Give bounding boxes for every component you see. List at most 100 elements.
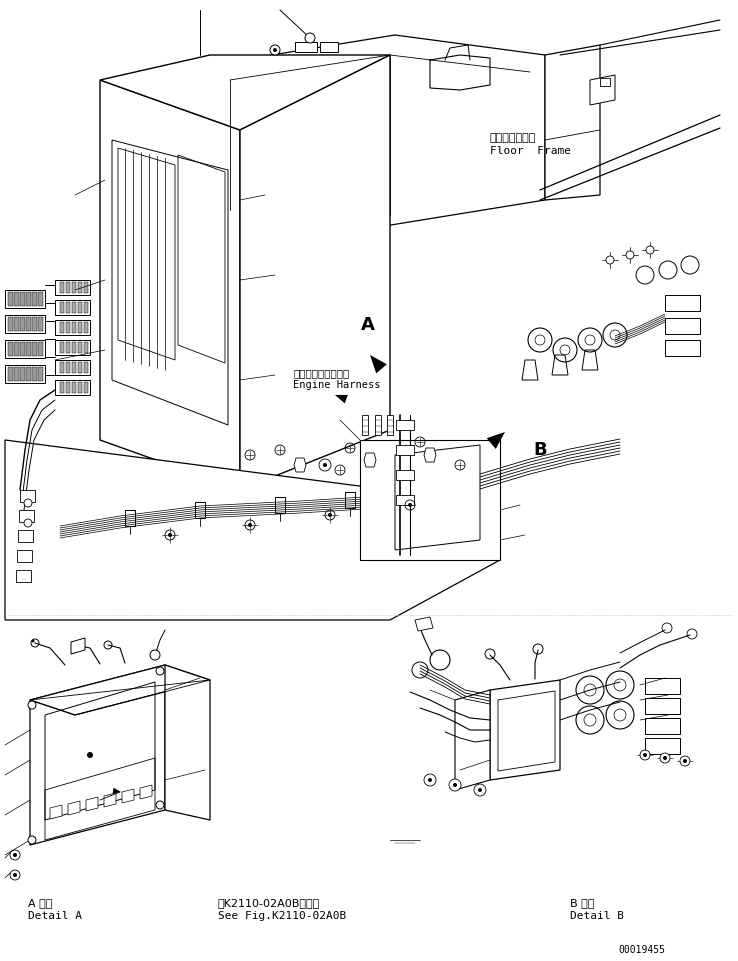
Polygon shape	[19, 510, 34, 522]
Bar	[72, 322, 76, 333]
Bar	[66, 342, 70, 353]
Bar	[320, 42, 338, 52]
Circle shape	[328, 513, 332, 517]
Polygon shape	[455, 690, 490, 790]
Bar	[84, 362, 88, 373]
Polygon shape	[122, 789, 134, 803]
Bar	[26, 342, 31, 356]
Bar	[72, 302, 76, 313]
Bar	[8, 367, 13, 381]
Polygon shape	[522, 360, 538, 380]
Bar	[8, 342, 13, 356]
Text: B 詳細: B 詳細	[570, 898, 594, 908]
Bar	[60, 342, 64, 353]
Polygon shape	[113, 788, 121, 794]
Polygon shape	[665, 295, 700, 311]
Bar	[78, 342, 82, 353]
Polygon shape	[335, 395, 348, 404]
Circle shape	[663, 756, 667, 760]
Polygon shape	[665, 340, 700, 356]
Polygon shape	[16, 570, 31, 582]
Circle shape	[323, 463, 327, 467]
Bar	[14, 292, 19, 306]
Bar	[26, 367, 31, 381]
Text: A 詳細: A 詳細	[28, 898, 52, 908]
Polygon shape	[645, 698, 680, 714]
Polygon shape	[360, 440, 500, 560]
Polygon shape	[396, 495, 414, 505]
Bar	[78, 282, 82, 293]
Bar	[66, 322, 70, 333]
Circle shape	[449, 779, 461, 791]
Bar	[14, 317, 19, 331]
Bar	[60, 302, 64, 313]
Circle shape	[273, 48, 277, 52]
Text: Floor  Frame: Floor Frame	[490, 146, 571, 156]
Bar	[8, 292, 13, 306]
Polygon shape	[240, 55, 390, 490]
Bar	[32, 342, 37, 356]
Bar	[38, 292, 43, 306]
Circle shape	[28, 836, 36, 844]
Circle shape	[150, 650, 160, 660]
Circle shape	[156, 667, 164, 675]
Bar	[14, 367, 19, 381]
Circle shape	[646, 246, 654, 254]
Polygon shape	[210, 35, 545, 230]
Bar	[60, 322, 64, 333]
Bar	[72, 282, 76, 293]
Circle shape	[32, 639, 35, 643]
Bar	[32, 367, 37, 381]
Bar	[14, 342, 19, 356]
Polygon shape	[415, 617, 433, 631]
Circle shape	[305, 33, 315, 43]
Polygon shape	[18, 530, 33, 542]
Polygon shape	[55, 280, 90, 295]
Bar	[387, 415, 393, 435]
Polygon shape	[100, 80, 240, 490]
Polygon shape	[55, 320, 90, 335]
Text: A: A	[361, 316, 375, 334]
Bar	[295, 42, 317, 52]
Polygon shape	[104, 793, 116, 807]
Bar	[66, 382, 70, 393]
Polygon shape	[490, 680, 560, 780]
Polygon shape	[665, 318, 700, 334]
Circle shape	[424, 774, 436, 786]
Polygon shape	[5, 365, 45, 383]
Circle shape	[24, 499, 32, 507]
Polygon shape	[396, 445, 414, 455]
Bar	[8, 317, 13, 331]
Circle shape	[24, 519, 32, 527]
Polygon shape	[645, 718, 680, 734]
Polygon shape	[424, 448, 436, 462]
Polygon shape	[487, 432, 505, 449]
Circle shape	[626, 251, 634, 259]
Circle shape	[408, 503, 412, 507]
Polygon shape	[370, 355, 387, 373]
Text: B: B	[533, 441, 547, 459]
Polygon shape	[140, 785, 152, 799]
Bar	[66, 362, 70, 373]
Bar	[78, 322, 82, 333]
Polygon shape	[68, 801, 80, 815]
Polygon shape	[50, 805, 62, 819]
Polygon shape	[364, 453, 376, 467]
Polygon shape	[165, 665, 210, 820]
Circle shape	[87, 752, 93, 758]
Bar	[32, 292, 37, 306]
Bar	[600, 78, 610, 86]
Polygon shape	[30, 665, 210, 715]
Polygon shape	[20, 490, 35, 502]
Polygon shape	[55, 380, 90, 395]
Bar	[84, 282, 88, 293]
Bar	[60, 282, 64, 293]
Text: 第K2110-02A0B図参照: 第K2110-02A0B図参照	[218, 898, 320, 908]
Circle shape	[680, 756, 690, 766]
Bar	[84, 382, 88, 393]
Bar	[375, 415, 381, 435]
Polygon shape	[5, 315, 45, 333]
Bar	[84, 302, 88, 313]
Polygon shape	[396, 470, 414, 480]
Text: Detail A: Detail A	[28, 911, 82, 921]
